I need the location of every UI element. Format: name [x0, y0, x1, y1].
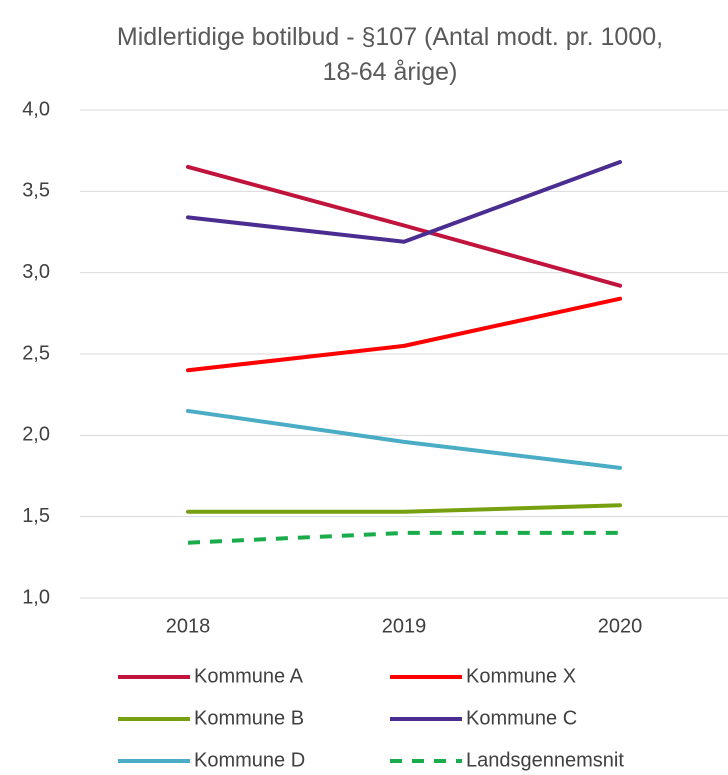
series-line — [186, 160, 622, 244]
y-tick-label: 3,0 — [22, 261, 50, 283]
y-tick-label: 1,5 — [22, 505, 50, 527]
series-line — [186, 164, 622, 288]
legend-label: Kommune B — [194, 707, 304, 729]
series-line — [187, 530, 620, 545]
legend-label: Landsgennemsnit — [466, 749, 624, 771]
y-tick-label: 3,5 — [22, 180, 50, 202]
y-tick-label: 2,5 — [22, 342, 50, 364]
series-line — [186, 296, 622, 373]
x-tick-label: 2018 — [166, 615, 211, 637]
x-tick-label: 2019 — [382, 615, 427, 637]
legend-label: Kommune A — [194, 665, 304, 687]
y-tick-label: 4,0 — [22, 98, 50, 120]
legend-label: Kommune C — [466, 707, 577, 729]
x-tick-label: 2020 — [598, 615, 643, 637]
y-tick-label: 2,0 — [22, 424, 50, 446]
legend-label: Kommune D — [194, 749, 305, 771]
series-line — [186, 408, 622, 470]
chart-title: Midlertidige botilbud - §107 (Antal modt… — [116, 23, 664, 86]
y-tick-label: 1,0 — [22, 586, 50, 608]
series-line — [186, 503, 622, 514]
legend-label: Kommune X — [466, 665, 576, 687]
